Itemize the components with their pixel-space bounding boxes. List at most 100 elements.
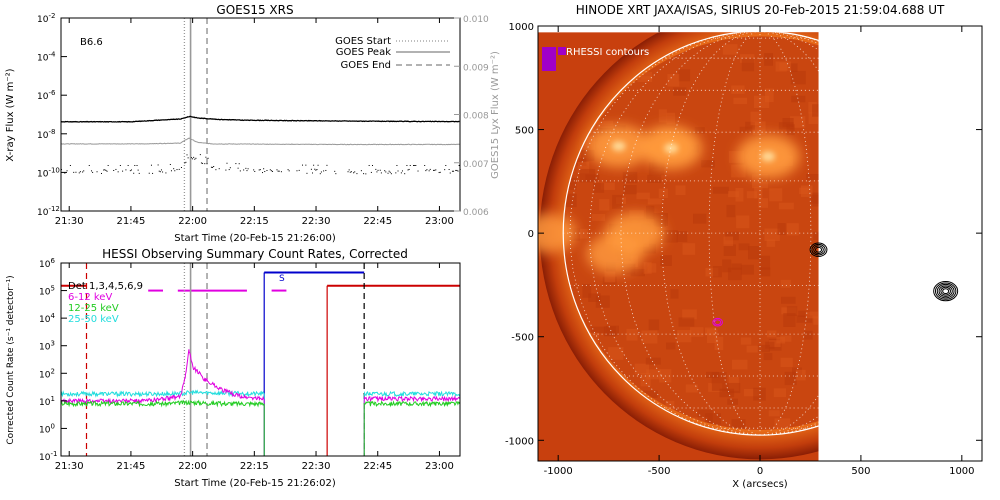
goes-noisy-point	[200, 162, 202, 164]
xrt-texture-patch	[781, 296, 796, 304]
hessi-y-tick-label: 103	[39, 340, 55, 353]
goes-noisy-point	[414, 164, 416, 166]
goes-noisy-point	[270, 170, 272, 172]
xrt-texture-patch	[812, 104, 819, 117]
goes-noisy-point	[376, 171, 378, 173]
goes-noisy-point	[456, 169, 458, 171]
goes-noisy-point	[66, 170, 68, 172]
xrt-rhessi-contour	[714, 319, 722, 326]
goes-noisy-point	[190, 157, 192, 159]
goes-noisy-point	[125, 169, 127, 171]
goes-legend-peak-label: GOES Peak	[336, 47, 391, 58]
xrt-longitude-line	[589, 32, 761, 436]
goes-noisy-point	[127, 164, 129, 166]
goes-noisy-point	[380, 172, 382, 174]
goes-noisy-point	[451, 170, 453, 172]
goes-noisy-point	[407, 169, 409, 171]
xrt-solar-limb	[562, 32, 819, 436]
goes-noisy-point	[133, 172, 135, 174]
goes-noisy-point	[207, 157, 209, 159]
xrt-texture-patch	[779, 62, 788, 71]
xrt-texture-patch	[736, 215, 750, 229]
xrt-texture-patch	[745, 121, 755, 130]
xrt-texture-patch	[712, 186, 729, 194]
xrt-texture-patch	[641, 71, 653, 80]
goes-noisy-point	[165, 172, 167, 174]
goes-noisy-point	[263, 168, 265, 170]
goes-legend-end-label: GOES End	[341, 60, 391, 71]
hessi-panel: HESSI Observing Summary Count Rates, Cor…	[6, 247, 461, 489]
hessi-legend-detectors: Det 1,3,4,5,6,9	[68, 281, 143, 292]
goes-y-axis-label: X-ray Flux (W m⁻²)	[5, 68, 16, 161]
xrt-texture-patch	[665, 400, 675, 413]
goes-noisy-point	[417, 170, 419, 172]
goes-noisy-point	[115, 168, 117, 170]
xrt-rhessi-contour	[712, 317, 723, 327]
goes-noisy-point	[228, 169, 230, 171]
xrt-texture-patch	[746, 345, 762, 353]
xrt-bright-region	[586, 234, 644, 274]
goes-noisy-point	[174, 170, 176, 172]
goes-noisy-point	[226, 162, 228, 164]
xrt-texture-patch	[741, 58, 755, 72]
xrt-texture-patch	[591, 213, 606, 221]
goes-noisy-point	[262, 172, 264, 174]
xrt-texture-patch	[738, 243, 750, 251]
goes-noisy-point	[288, 170, 290, 172]
goes-noisy-point	[258, 169, 260, 171]
goes-noisy-point	[237, 167, 239, 169]
xrt-texture-patch	[729, 151, 745, 163]
xrt-bright-region	[538, 213, 577, 253]
goes-noisy-point	[238, 163, 240, 165]
xrt-texture-patch	[806, 174, 819, 181]
xrt-texture-patch	[589, 332, 599, 344]
goes-noisy-point	[371, 164, 373, 166]
xrt-texture-patch	[786, 124, 795, 136]
xrt-rhessi-contour	[940, 286, 951, 296]
goes-noisy-point	[212, 166, 214, 168]
xrt-texture-patch	[666, 112, 676, 125]
xrt-texture-patch	[795, 369, 806, 381]
goes-noisy-point	[218, 168, 220, 170]
xrt-rhessi-contour	[815, 246, 823, 253]
xrt-texture-patch	[719, 388, 735, 398]
goes-noisy-point	[305, 164, 307, 166]
goes-noisy-point	[448, 169, 450, 171]
xrt-x-tick-label: 500	[851, 466, 870, 477]
goes-noisy-point	[225, 169, 227, 171]
xrt-texture-patch	[612, 194, 623, 209]
xrt-image-clip	[538, 32, 819, 461]
hessi-legend-6-12: 6-12 keV	[68, 292, 112, 303]
xrt-bright-cores	[611, 141, 776, 162]
goes-noisy-point	[117, 171, 119, 173]
hessi-flare-markers	[183, 263, 208, 456]
goes-noisy-point	[368, 164, 370, 166]
goes-noisy-point	[354, 171, 356, 173]
xrt-texture-patch	[690, 327, 704, 337]
xrt-legend-swatch-small	[558, 47, 566, 55]
xrt-texture-patch	[731, 263, 742, 270]
xrt-texture-patch	[739, 54, 755, 63]
goes-x-tick-label: 23:00	[425, 216, 454, 227]
xrt-texture-patch	[646, 369, 661, 380]
xrt-texture-patch	[626, 328, 638, 341]
xrt-texture-patch	[759, 267, 771, 277]
goes-noisy-point	[439, 171, 441, 173]
goes-noisy-point	[134, 164, 136, 166]
goes-noisy-point	[445, 164, 447, 166]
goes-noisy-point	[79, 171, 81, 173]
goes-noisy-point	[424, 164, 426, 166]
xrt-texture-patch	[817, 107, 819, 116]
goes-noisy-point	[243, 169, 245, 171]
goes-noisy-point	[435, 169, 437, 171]
hessi-plot-frame	[60, 262, 461, 457]
xrt-texture-patch	[758, 198, 769, 208]
xrt-x-tick-label: 1000	[949, 466, 974, 477]
xrt-texture-patch	[733, 97, 748, 105]
goes-right-y-tick-label: 0.008	[463, 112, 489, 122]
xrt-texture-patch	[706, 329, 718, 344]
goes-noisy-point	[375, 168, 377, 170]
xrt-texture-patch	[764, 53, 773, 66]
goes-noisy-point	[215, 169, 217, 171]
xrt-rhessi-contour	[933, 281, 959, 302]
